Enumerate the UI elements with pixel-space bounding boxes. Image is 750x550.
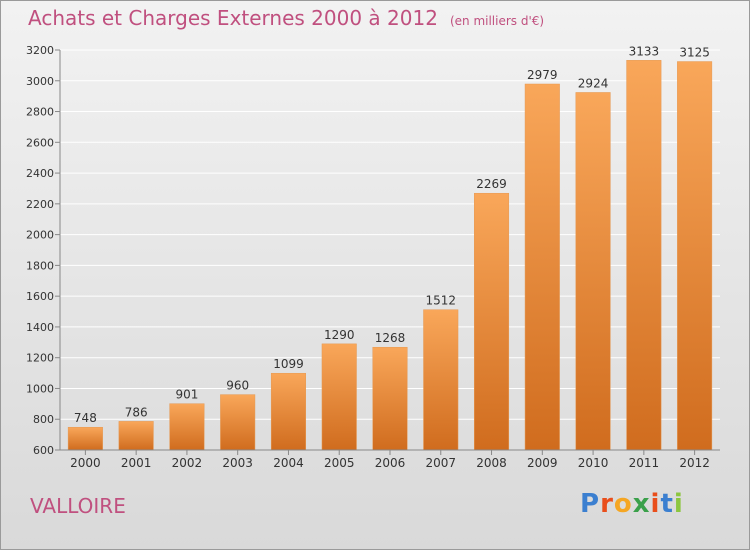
labels: 600 800 1000 1200 1400 1600 1800 2000 2200 2400 26…: [26, 44, 710, 470]
bar-value-label: 2269: [476, 177, 507, 191]
bar-value-label: 3133: [629, 44, 660, 58]
y-tick-label: 2200: [26, 198, 54, 211]
x-tick-label: 2006: [375, 456, 406, 470]
commune-name: VALLOIRE: [30, 494, 126, 518]
bar-value-label: 901: [175, 388, 198, 402]
x-tick-label: 2007: [425, 456, 456, 470]
bar-2009: [524, 83, 560, 451]
y-tick-label: 1000: [26, 382, 54, 395]
x-tick-label: 2002: [172, 456, 203, 470]
bar-2000: [67, 426, 103, 451]
y-tick-label: 1800: [26, 259, 54, 272]
x-tick-label: 2008: [476, 456, 507, 470]
bar-2008: [474, 192, 510, 451]
proxiti-logo: Proxiti: [580, 489, 684, 519]
bar-2001: [118, 421, 154, 451]
bar-value-label: 1512: [425, 294, 456, 308]
logo-letter: o: [613, 489, 633, 519]
chart-title-text: Achats et Charges Externes 2000 à 2012: [28, 6, 438, 30]
x-tick-label: 2010: [578, 456, 609, 470]
x-tick-label: 2011: [629, 456, 660, 470]
bar-value-label: 2979: [527, 68, 558, 82]
logo-letter: i: [650, 489, 661, 519]
bar-2002: [169, 403, 205, 451]
bar-2010: [575, 92, 611, 451]
logo-letter: P: [580, 489, 601, 519]
y-tick-label: 800: [33, 413, 54, 426]
bar-value-label: 1099: [273, 357, 304, 371]
x-tick-label: 2012: [679, 456, 710, 470]
y-tick-label: 3200: [26, 44, 54, 57]
x-tick-label: 2003: [222, 456, 253, 470]
logo-letter: r: [600, 489, 614, 519]
y-tick-label: 2800: [26, 106, 54, 119]
bar-2006: [372, 346, 408, 451]
x-tick-label: 2004: [273, 456, 304, 470]
bar-2005: [321, 343, 357, 451]
logo-letter: i: [673, 489, 684, 519]
bar-2011: [626, 60, 662, 451]
chart-subtitle: (en milliers d'€): [449, 14, 545, 28]
bar-value-label: 786: [125, 405, 148, 419]
x-tick-label: 2001: [121, 456, 152, 470]
bar-value-label: 3125: [679, 46, 710, 60]
y-tick-label: 2600: [26, 136, 54, 149]
bars: [67, 60, 713, 451]
bar-value-label: 2924: [578, 76, 609, 90]
y-tick-label: 1200: [26, 352, 54, 365]
bar-2004: [270, 372, 306, 451]
bar-value-label: 960: [226, 379, 249, 393]
bar-value-label: 1268: [375, 331, 406, 345]
bar-value-label: 1290: [324, 328, 355, 342]
y-tick-label: 1600: [26, 290, 54, 303]
y-tick-label: 1400: [26, 321, 54, 334]
y-tick-label: 600: [33, 444, 54, 457]
axes: [55, 49, 720, 455]
bar-2003: [220, 394, 256, 451]
y-tick-label: 3000: [26, 75, 54, 88]
y-tick-label: 2400: [26, 167, 54, 180]
chart-title: Achats et Charges Externes 2000 à 2012 (e…: [28, 6, 544, 30]
x-tick-label: 2009: [527, 456, 558, 470]
x-tick-label: 2005: [324, 456, 355, 470]
logo-letter: t: [660, 489, 674, 519]
bar-value-label: 748: [74, 411, 97, 425]
y-tick-label: 2000: [26, 229, 54, 242]
x-tick-label: 2000: [70, 456, 101, 470]
logo-letter: x: [632, 489, 651, 519]
bar-2007: [423, 309, 459, 451]
bar-2012: [677, 61, 713, 451]
